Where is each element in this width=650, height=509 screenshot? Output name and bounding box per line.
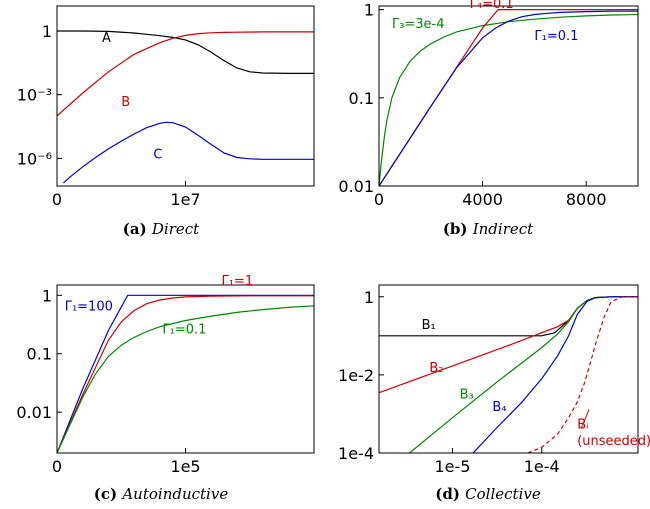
series-line-b-2 — [379, 9, 638, 186]
leader-line-d-1 — [581, 409, 590, 428]
x-tick-label-b-1: 0 — [374, 190, 384, 209]
y-tick-label-d-1: 1 — [364, 288, 374, 307]
panel-b: 0 4000 8000 1 0.1 0.01 Γ₄=0.1 Γ₃=3e-4 Γ₁=0.1 (b) … — [338, 0, 639, 238]
y-tick-label-a-1: 1 — [42, 22, 52, 41]
caption-c: (c) Autoinductive — [94, 485, 229, 503]
caption-label-d: (d) — [435, 485, 465, 503]
series-label-d-4: B₄ — [492, 400, 506, 415]
series-label-d-2: B₂ — [429, 361, 443, 376]
panel-a: 0 1e7 1 10⁻³ 10⁻⁶ A B C (a) Direct — [17, 5, 315, 238]
series-line-b-1 — [379, 13, 638, 186]
y-tick-label-a-2: 10⁻³ — [17, 86, 52, 105]
series-label-d-5: Bᵢ — [577, 418, 588, 433]
panel-d: 1e-5 1e-4 1 1e-2 1e-4 B₁ B₂ B₃ B₄ Bᵢ(unseeded) (d)… — [338, 284, 650, 503]
series-label-c-2: Γ₁=1 — [221, 274, 253, 289]
series-line-c-1 — [57, 294, 314, 453]
x-tick-label-d-2: 1e-4 — [524, 457, 560, 476]
y-tick-label-d-3: 1e-4 — [338, 444, 374, 463]
y-tick-label-b-1: 1 — [364, 1, 374, 20]
series-line-a-2 — [57, 31, 314, 117]
caption-a: (a) Direct — [123, 220, 200, 238]
y-tick-label-c-1: 1 — [42, 286, 52, 305]
x-tick-label-a-1: 0 — [52, 190, 62, 209]
series-label-a-1: A — [102, 31, 111, 46]
caption-label-c: (c) — [94, 485, 123, 503]
series-line-d-4 — [472, 296, 638, 453]
series-line-c-2 — [57, 295, 314, 453]
plot-frame-b — [378, 5, 639, 187]
series-label-b-3: Γ₁=0.1 — [534, 29, 578, 44]
series-line-b-3 — [379, 10, 638, 186]
x-tick-label-d-1: 1e-5 — [435, 457, 471, 476]
series-line-d-2 — [379, 296, 638, 394]
caption-b: (b) Indirect — [443, 220, 534, 238]
caption-title-b: Indirect — [472, 220, 534, 238]
x-tick-label-c-2: 1e5 — [170, 457, 200, 476]
panel-c: 0 1e5 1 0.1 0.01 Γ₁=100 Γ₁=1 Γ₁=0.1 (c) Autoindu… — [16, 274, 315, 503]
series-label-d-1: B₁ — [422, 318, 436, 333]
series-label-a-3: C — [153, 147, 162, 162]
series-line-d-1 — [379, 296, 638, 337]
caption-d: (d) Collective — [435, 485, 541, 503]
x-tick-label-a-2: 1e7 — [170, 190, 200, 209]
caption-title-c: Autoinductive — [120, 485, 228, 503]
series-line-d-5 — [527, 296, 638, 453]
x-tick-label-b-2: 4000 — [462, 190, 503, 209]
y-tick-label-b-2: 0.1 — [349, 89, 374, 108]
series-label-c-3: Γ₁=0.1 — [162, 323, 206, 338]
y-tick-label-d-2: 1e-2 — [338, 366, 374, 385]
x-tick-label-b-3: 8000 — [566, 190, 607, 209]
series-label-b-2: Γ₃=3e-4 — [392, 17, 445, 32]
series-label-c-1: Γ₁=100 — [65, 299, 113, 314]
series-line-a-1 — [57, 30, 314, 75]
plot-frame-d — [378, 284, 639, 454]
x-tick-label-c-1: 0 — [52, 457, 62, 476]
y-tick-label-a-3: 10⁻⁶ — [17, 149, 52, 168]
caption-label-b: (b) — [443, 220, 473, 238]
series-line-c-3 — [57, 305, 314, 453]
caption-title-a: Direct — [151, 220, 200, 238]
y-tick-label-c-3: 0.01 — [16, 403, 52, 422]
series-label-d-3: B₃ — [460, 387, 474, 402]
caption-title-d: Collective — [465, 485, 541, 503]
series-line-d-3 — [409, 296, 638, 453]
series-label-d-6: (unseeded) — [577, 434, 650, 449]
caption-label-a: (a) — [123, 220, 152, 238]
series-label-b-1: Γ₄=0.1 — [470, 0, 514, 12]
series-line-a-3 — [63, 121, 314, 184]
series-label-a-2: B — [121, 95, 130, 110]
y-tick-label-b-3: 0.01 — [338, 177, 374, 196]
y-tick-label-c-2: 0.1 — [27, 345, 52, 364]
